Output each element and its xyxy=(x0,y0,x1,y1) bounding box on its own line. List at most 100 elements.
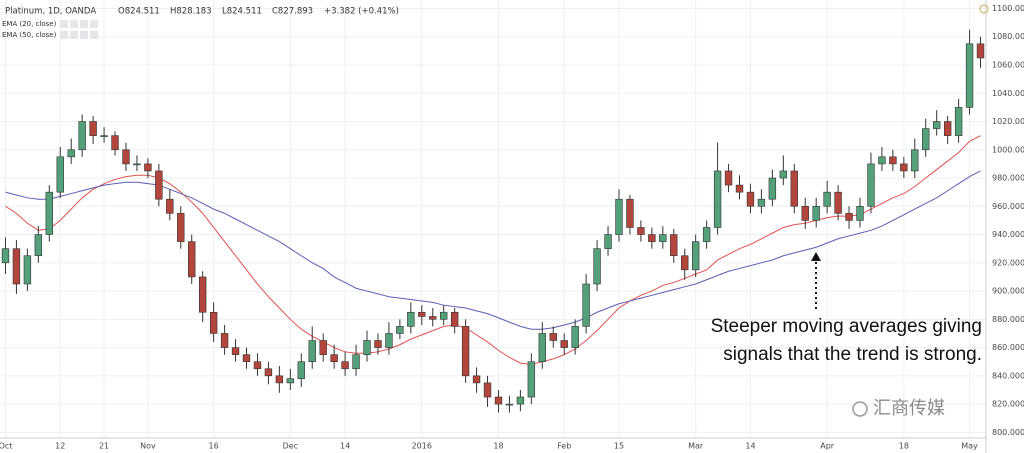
candle-body xyxy=(253,361,262,370)
candle-body xyxy=(231,347,240,355)
y-tick-label: 1060.000 xyxy=(992,60,1024,69)
candle-body xyxy=(308,340,316,363)
annotation-line: signals that the trend is strong. xyxy=(723,344,982,365)
candle-body xyxy=(648,234,656,242)
candle-body xyxy=(549,333,557,341)
candle-body xyxy=(374,340,382,348)
candles xyxy=(1,29,985,413)
watermark-icon xyxy=(852,401,868,417)
candle-body xyxy=(637,227,645,235)
x-tick-label: May xyxy=(961,442,978,451)
candle-body xyxy=(440,311,448,320)
candle-body xyxy=(593,248,601,285)
candle-body xyxy=(188,241,196,278)
watermark: 汇商传媒 xyxy=(873,398,945,419)
candle-body xyxy=(385,333,393,348)
candle-body xyxy=(812,205,820,221)
candle-body xyxy=(275,375,284,384)
candle-body xyxy=(23,255,32,285)
x-tick-label: Feb xyxy=(557,442,571,451)
candle-body xyxy=(472,375,481,384)
candle-body xyxy=(396,326,404,334)
candle-body xyxy=(516,396,525,405)
candle-body xyxy=(527,361,536,398)
candle-body xyxy=(911,149,919,172)
ohlc-close: C827.893 xyxy=(272,7,313,17)
candle-body xyxy=(34,234,43,257)
candle-body xyxy=(757,198,766,207)
candle-body xyxy=(111,135,119,151)
x-tick-label: 18 xyxy=(493,442,503,451)
y-tick-label: 1080.000 xyxy=(992,32,1024,41)
candle-body xyxy=(363,340,371,355)
candle-body xyxy=(746,191,755,207)
candle-body xyxy=(407,311,415,327)
candle-body xyxy=(626,198,634,228)
candle-body xyxy=(538,333,546,363)
candle-body xyxy=(713,170,722,228)
candle-body xyxy=(133,163,141,166)
candle-body xyxy=(976,43,985,59)
candle-body xyxy=(670,234,678,257)
x-tick-label: Nov xyxy=(140,442,156,451)
candle-body xyxy=(582,283,590,327)
candle-body xyxy=(702,227,711,242)
candle-body xyxy=(615,198,623,235)
annotation-arrowhead xyxy=(811,252,821,261)
candle-body xyxy=(867,163,875,207)
y-tick-label: 900.000 xyxy=(992,287,1024,296)
candle-body xyxy=(341,361,349,370)
alert-icon[interactable] xyxy=(979,4,989,14)
candle-body xyxy=(297,361,305,379)
x-tick-label: 2016 xyxy=(412,442,432,451)
candle-body xyxy=(122,149,130,165)
candle-body xyxy=(922,128,930,151)
candle-body xyxy=(691,241,700,271)
y-tick-label: 940.000 xyxy=(992,230,1024,239)
legend-ema50[interactable]: EMA (50, close) xyxy=(2,31,57,39)
candle-body xyxy=(155,170,163,200)
candle-body xyxy=(505,403,514,406)
candle-body xyxy=(483,382,492,398)
x-tick-label: 21 xyxy=(99,442,109,451)
candle-body xyxy=(900,163,908,172)
candle-body xyxy=(834,191,842,214)
candle-body xyxy=(89,121,97,136)
candle-body xyxy=(889,156,897,165)
x-tick-label: 14 xyxy=(340,442,350,451)
candle-body xyxy=(494,396,503,405)
x-tick-label: 16 xyxy=(209,442,219,451)
candle-body xyxy=(681,255,689,271)
y-tick-label: 1020.000 xyxy=(992,117,1024,126)
candle-body xyxy=(560,340,568,348)
ohlc-change: +3.382 (+0.41%) xyxy=(324,7,399,17)
y-tick-label: 920.000 xyxy=(992,258,1024,267)
candle-body xyxy=(878,156,886,165)
candle-body xyxy=(78,121,86,151)
x-tick-label: Dec xyxy=(283,442,298,451)
y-tick-label: 820.000 xyxy=(992,400,1024,409)
candle-body xyxy=(856,205,864,221)
y-tick-label: 860.000 xyxy=(992,343,1024,352)
y-tick-label: 880.000 xyxy=(992,315,1024,324)
y-tick-label: 840.000 xyxy=(992,371,1024,380)
candle-body xyxy=(286,378,295,384)
candle-body xyxy=(12,248,21,285)
candle-body xyxy=(198,276,207,313)
x-tick-label: Oct xyxy=(0,442,12,451)
candle-body xyxy=(790,170,798,207)
symbol-title: Platinum, 1D, OANDA xyxy=(5,7,96,17)
y-tick-label: 1000.000 xyxy=(992,145,1024,154)
ohlc-open: O824.511 xyxy=(118,7,160,17)
candle-body xyxy=(177,213,185,242)
candle-body xyxy=(779,170,788,179)
x-tick-label: 15 xyxy=(614,442,624,451)
legend-ema20[interactable]: EMA (20, close) xyxy=(2,20,57,28)
x-tick-label: 14 xyxy=(745,442,755,451)
candle-body xyxy=(735,184,744,193)
candle-body xyxy=(943,121,952,136)
ohlc-high: H828.183 xyxy=(170,7,212,17)
